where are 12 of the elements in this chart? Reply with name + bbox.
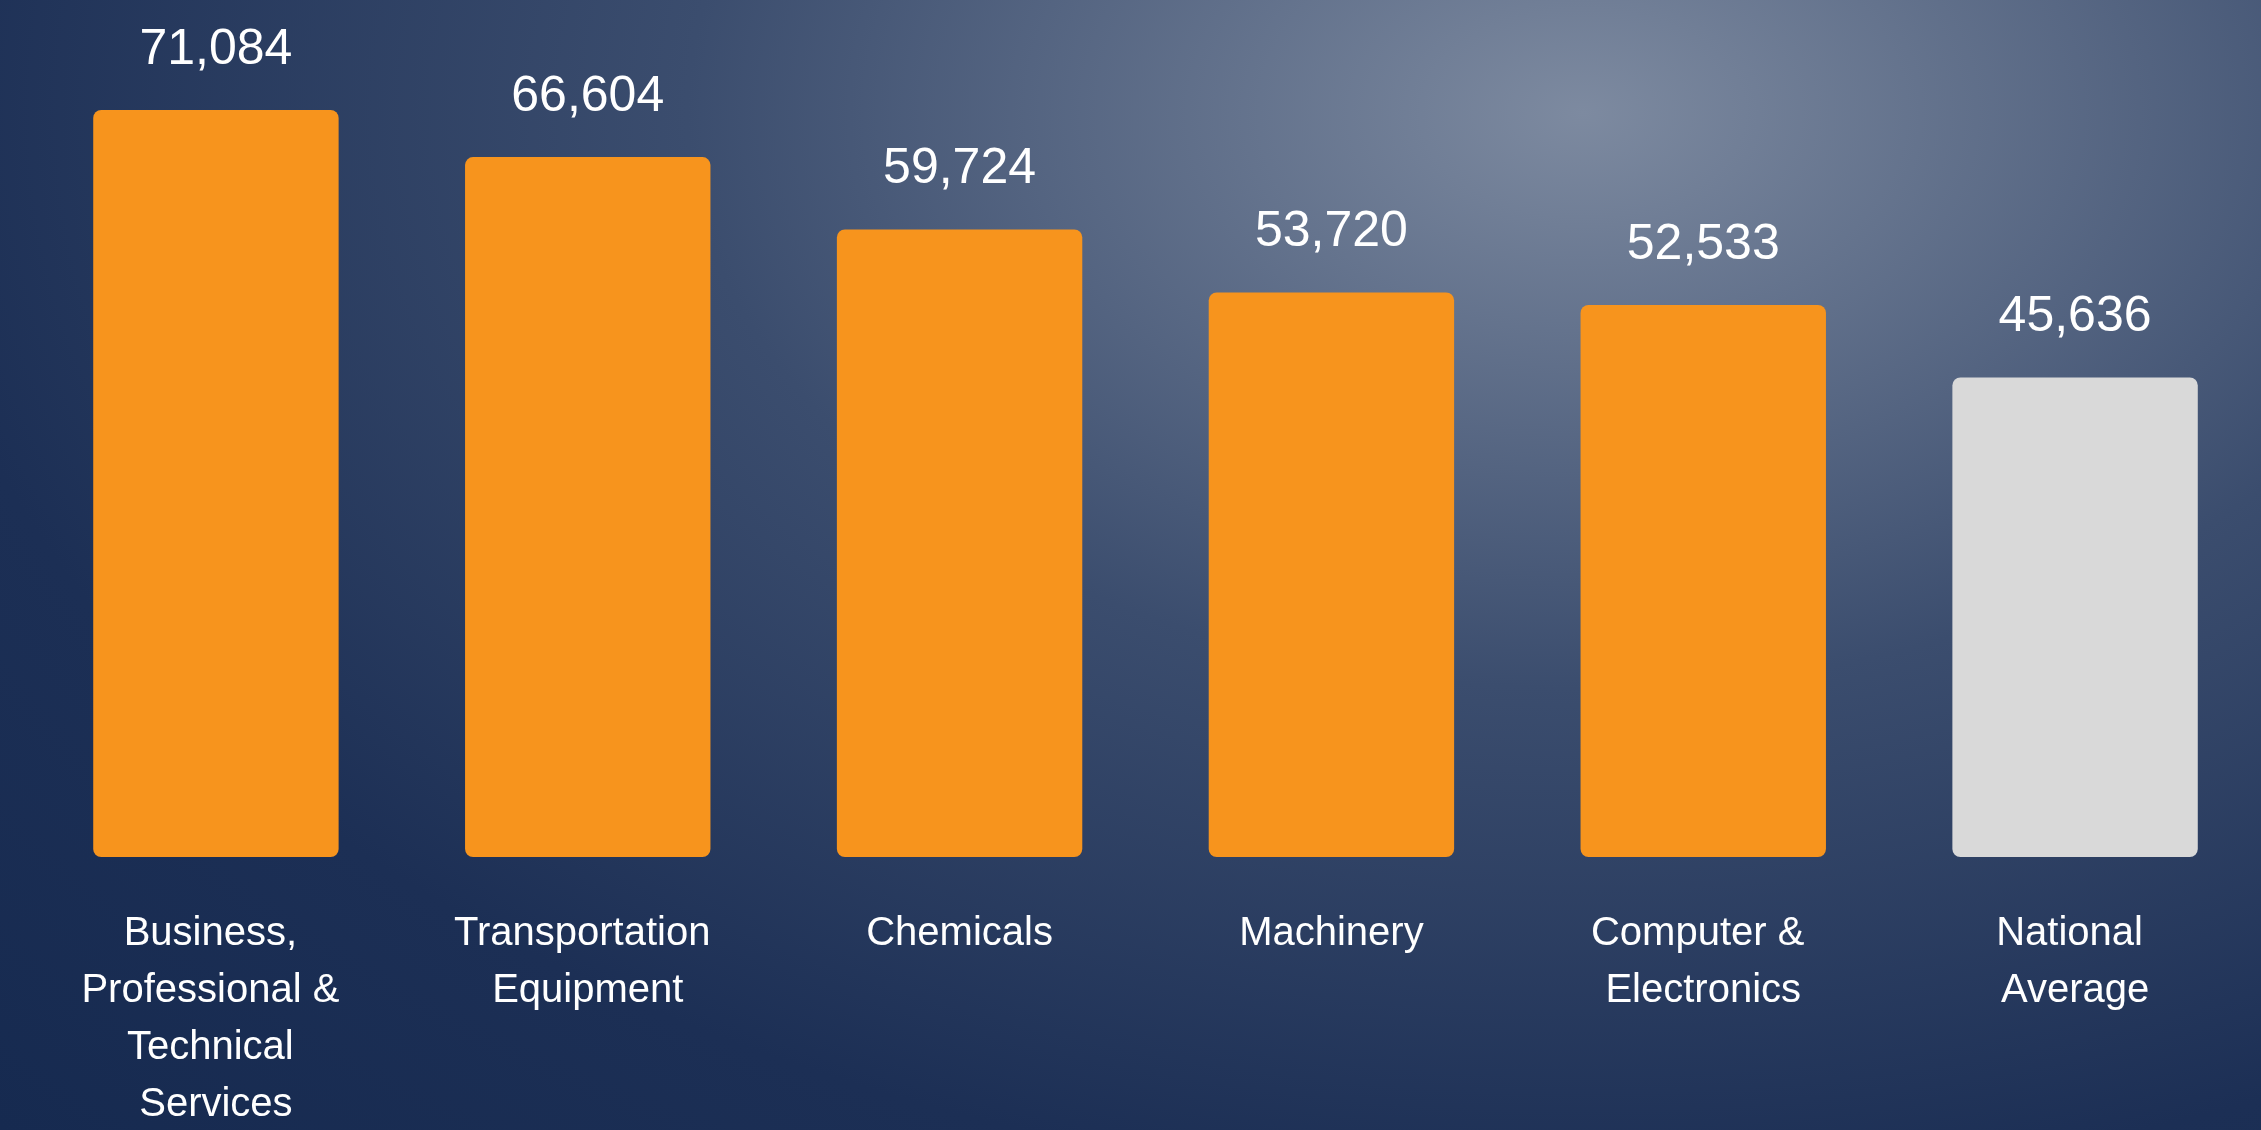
x-tick-label: Transportation Equipment: [453, 908, 722, 1010]
data-label: 52,533: [1626, 213, 1780, 270]
x-tick-label: Machinery: [1239, 908, 1424, 953]
data-label: 59,724: [883, 138, 1037, 195]
data-label: 53,720: [1254, 201, 1408, 258]
data-label: 66,604: [511, 66, 665, 123]
x-tick-label: Chemicals: [866, 908, 1053, 953]
x-tick-label: Computer & Electronics: [1590, 908, 1816, 1010]
x-tick-label: National Average: [1996, 908, 2155, 1010]
x-tick-label: Business, Professional & Technical Services: [81, 908, 351, 1124]
data-label: 45,636: [1998, 286, 2152, 343]
data-label: 71,084: [139, 19, 293, 75]
